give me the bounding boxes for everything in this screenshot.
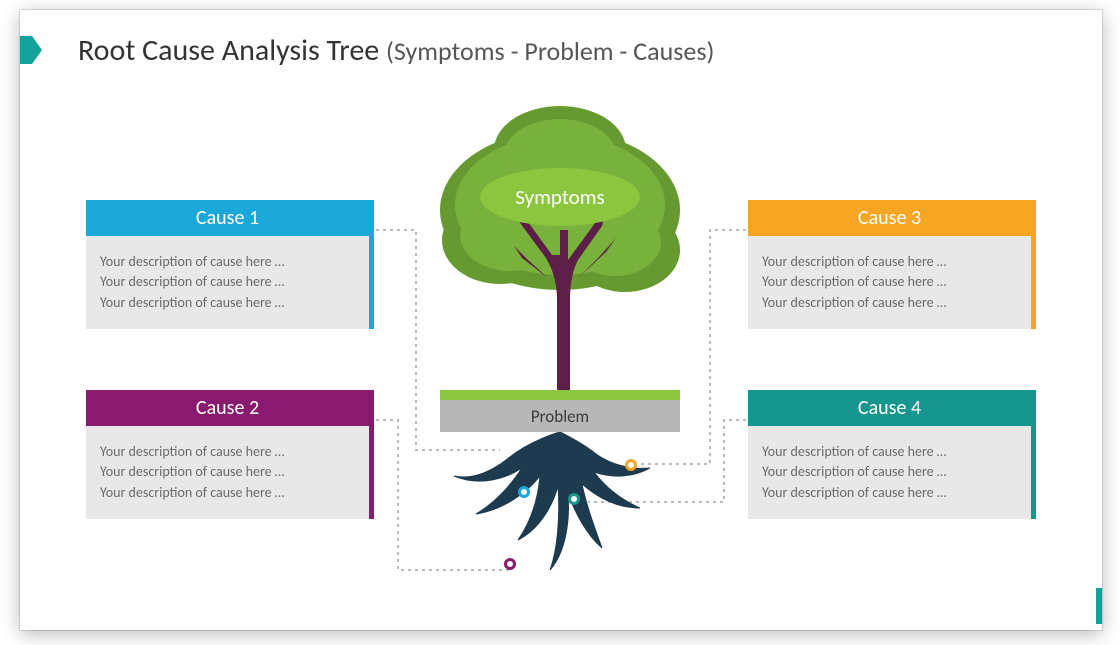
roots (454, 432, 650, 570)
cause-desc-line: Your description of cause here … (100, 252, 355, 272)
accent-right (1096, 588, 1102, 624)
cause-desc-line: Your description of cause here … (100, 483, 355, 503)
title-main: Root Cause Analysis Tree (78, 32, 379, 69)
cause-desc-line: Your description of cause here … (762, 442, 1017, 462)
cause-box-4: Cause 4Your description of cause here …Y… (748, 390, 1036, 519)
cause-desc-line: Your description of cause here … (100, 272, 355, 292)
symptoms-badge: Symptoms (480, 168, 640, 226)
cause-body: Your description of cause here …Your des… (748, 236, 1031, 329)
title-subtitle: (Symptoms - Problem - Causes) (386, 35, 714, 67)
problem-label: Problem (531, 406, 589, 427)
cause-box-3: Cause 3Your description of cause here …Y… (748, 200, 1036, 329)
cause-body: Your description of cause here …Your des… (86, 236, 369, 329)
root-marker-2 (518, 486, 530, 498)
cause-body: Your description of cause here …Your des… (748, 426, 1031, 519)
cause-desc-line: Your description of cause here … (100, 293, 355, 313)
accent-left (20, 36, 32, 64)
cause-header: Cause 2 (86, 390, 369, 426)
cause-desc-line: Your description of cause here … (762, 293, 1017, 313)
cause-box-2: Cause 2Your description of cause here …Y… (86, 390, 374, 519)
cause-desc-line: Your description of cause here … (762, 252, 1017, 272)
problem-bar: Problem (440, 400, 680, 432)
cause-desc-line: Your description of cause here … (762, 272, 1017, 292)
symptoms-label: Symptoms (515, 184, 605, 210)
ground-strip (440, 390, 680, 400)
tree-graphic: Symptoms Problem (410, 100, 710, 570)
cause-desc-line: Your description of cause here … (762, 462, 1017, 482)
root-marker-4 (625, 459, 637, 471)
slide-canvas: Root Cause Analysis Tree (Symptoms - Pro… (20, 10, 1102, 630)
slide-title: Root Cause Analysis Tree (Symptoms - Pro… (78, 32, 714, 69)
cause-body: Your description of cause here …Your des… (86, 426, 369, 519)
root-marker-3 (568, 493, 580, 505)
root-marker-1 (504, 558, 516, 570)
cause-desc-line: Your description of cause here … (100, 442, 355, 462)
cause-header: Cause 4 (748, 390, 1031, 426)
cause-desc-line: Your description of cause here … (100, 462, 355, 482)
cause-desc-line: Your description of cause here … (762, 483, 1017, 503)
cause-header: Cause 3 (748, 200, 1031, 236)
cause-box-1: Cause 1Your description of cause here …Y… (86, 200, 374, 329)
cause-header: Cause 1 (86, 200, 369, 236)
